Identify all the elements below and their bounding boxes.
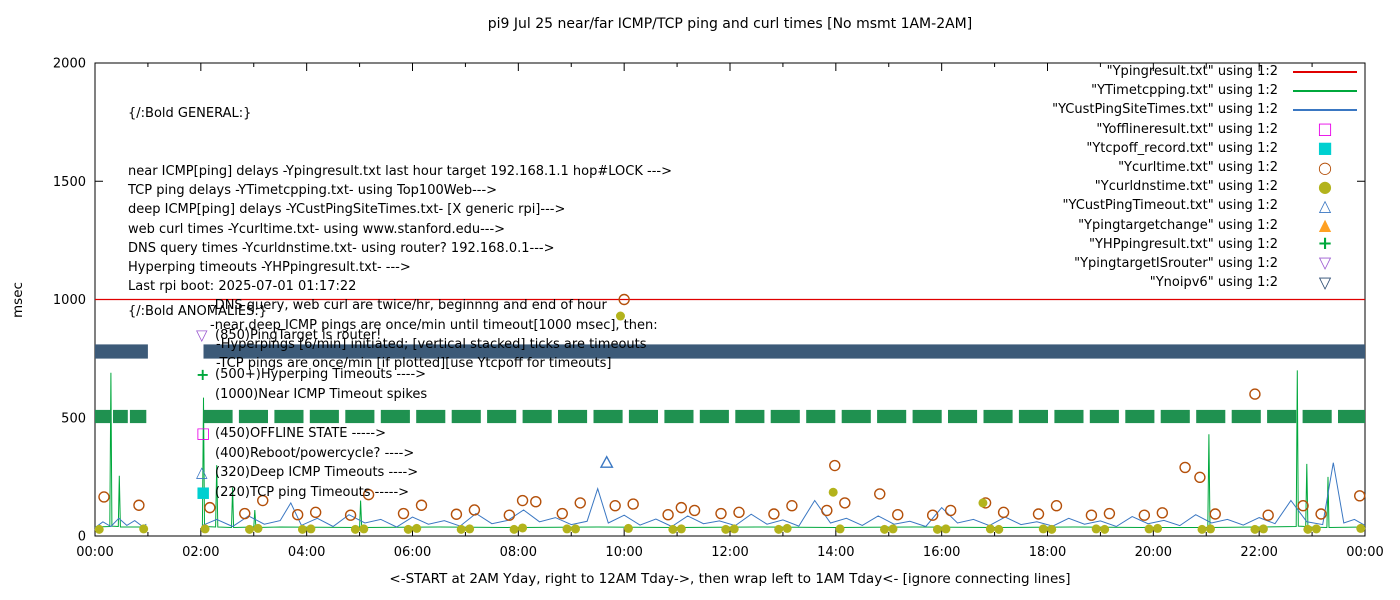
x-tick-label: 02:00 [182,545,219,560]
x-tick-label: 08:00 [500,545,537,560]
x-tick-label: 06:00 [394,545,431,560]
x-tick-label: 00:00 [1346,545,1383,560]
x-tick-label: 14:00 [817,545,854,560]
band-Ynoipv6-stacked-markers [95,344,1365,359]
x-tick-label: 16:00 [923,545,960,560]
series-points-Ycurldnstime-dns-query [94,311,1366,534]
series-line-YTimetcpping-tcp-ping [94,370,1366,529]
x-tick-label: 10:00 [605,545,642,560]
y-tick-label: 500 [61,411,86,426]
series-line-YCustPingSiteTimes-deep-icmp [94,462,1366,529]
axis-ticks: 0 500 1000 1500 2000 00:00 02:00 04:00 06:00 08:0… [53,57,1384,561]
x-tick-label: 20:00 [1135,545,1172,560]
band-YHPpingresult-hyperping-timeout-ticks [95,409,1365,424]
y-tick-label: 1000 [53,293,86,308]
y-tick-label: 0 [78,530,86,545]
y-tick-label: 1500 [53,175,86,190]
x-tick-label: 22:00 [1240,545,1277,560]
y-tick-label: 2000 [53,57,86,72]
x-tick-label: 04:00 [288,545,325,560]
x-tick-label: 18:00 [1029,545,1066,560]
series-points-Ycurltime-web-curl [98,293,1366,521]
x-tick-label: 12:00 [711,545,748,560]
series-points-YCustPingTimeout-deep-icmp-timeout [599,455,614,468]
x-tick-label: 00:00 [76,545,113,560]
